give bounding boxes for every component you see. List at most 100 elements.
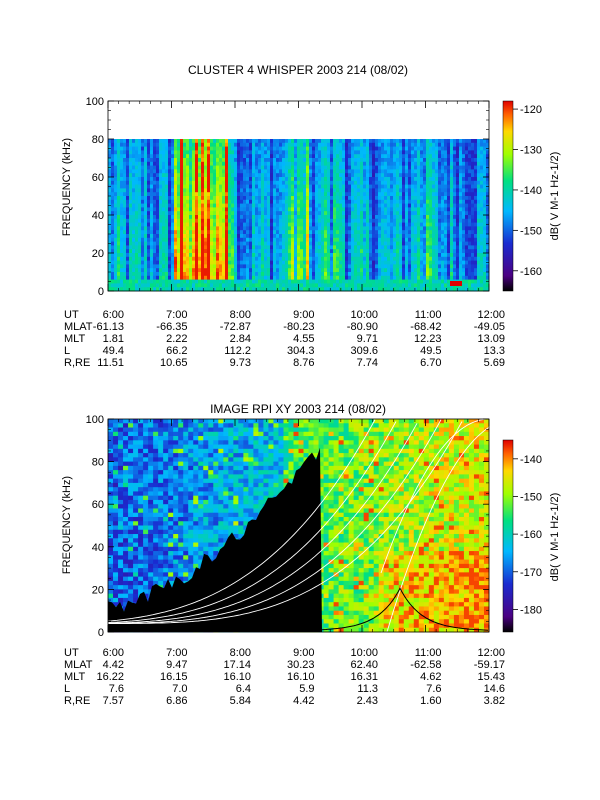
ephemeris-value: 16.31	[350, 671, 378, 683]
field-line-curve	[107, 419, 376, 622]
ephemeris-value: -68.42	[410, 321, 441, 333]
ephemeris-value: 3.82	[484, 695, 505, 707]
ephemeris-value: 8:00	[230, 309, 251, 321]
ephemeris-value: 6.4	[236, 683, 251, 695]
ephemeris-value: 49.4	[103, 345, 124, 357]
ephemeris-value: 7:00	[166, 309, 187, 321]
ephemeris-value: -66.35	[156, 321, 187, 333]
ephemeris-value: 2.84	[230, 333, 251, 345]
ephemeris-row-label: MLAT	[64, 321, 93, 333]
ephemeris-value: 6:00	[103, 647, 124, 659]
panel2-ephemeris: UT 6:00 7:00 8:00 9:00 10:00 11:00 12:00 MLAT 4.4…	[64, 647, 505, 707]
colorbar-tick-label: -120	[520, 104, 542, 116]
y-tick-label: 100	[86, 96, 104, 108]
y-tick-label: 60	[92, 499, 104, 511]
ephemeris-value: 309.6	[350, 345, 378, 357]
ephemeris-value: 112.2	[224, 345, 251, 357]
ephemeris-value: 16.22	[96, 671, 124, 683]
y-tick-label: 0	[98, 627, 104, 639]
panel2-title: IMAGE RPI XY 2003 214 (08/02)	[210, 402, 386, 416]
panel2-axes: 0 20 40 60 80 100	[86, 414, 490, 639]
panel1-ephemeris: UT 6:00 7:00 8:00 9:00 10:00 11:00 12:00 MLAT -61…	[64, 309, 505, 369]
ephemeris-value: 6:00	[103, 309, 124, 321]
field-line-curve	[107, 419, 442, 624]
y-tick-label: 80	[92, 134, 104, 146]
ephemeris-value: 17.14	[223, 659, 251, 671]
ephemeris-value: 11:00	[415, 309, 442, 321]
panel1-colorbar-ticks: -120 -130 -140 -150 -160	[513, 104, 542, 278]
ephemeris-value: 1.81	[103, 333, 124, 345]
y-tick-label: 80	[92, 457, 104, 469]
ephemeris-value: 12:00	[477, 309, 505, 321]
y-tick-label: 40	[92, 210, 104, 222]
ephemeris-value: 8:00	[230, 647, 251, 659]
ephemeris-row-label: R,RE	[64, 695, 90, 707]
ephemeris-row-label: MLT	[64, 333, 85, 345]
ephemeris-value: 5.9	[299, 683, 314, 695]
ephemeris-row-label: L	[64, 683, 70, 695]
ephemeris-value: 2.22	[166, 333, 187, 345]
panel1-title: CLUSTER 4 WHISPER 2003 214 (08/02)	[188, 63, 408, 77]
ephemeris-value: 1.60	[420, 695, 441, 707]
field-line-curve	[108, 421, 463, 624]
ephemeris-value: 7.0	[172, 683, 187, 695]
intense-spot	[450, 281, 462, 286]
ephemeris-value: 9.73	[230, 357, 251, 369]
ephemeris-value: -62.58	[410, 659, 441, 671]
ephemeris-value: 9:00	[293, 647, 314, 659]
y-tick-label: 40	[92, 542, 104, 554]
ephemeris-value: 11:00	[415, 647, 442, 659]
ephemeris-row-label: R,RE	[64, 357, 90, 369]
field-line-curve-right	[380, 418, 490, 574]
field-line-curve	[108, 423, 418, 624]
ephemeris-value: 7:00	[166, 647, 187, 659]
ephemeris-value: 7.6	[109, 683, 124, 695]
field-line-curve	[107, 421, 397, 623]
ephemeris-value: 10:00	[350, 647, 378, 659]
ephemeris-row-label: MLAT	[64, 659, 93, 671]
ephemeris-value: 12:00	[477, 647, 505, 659]
colorbar-tick-label: -130	[520, 145, 542, 157]
ephemeris-value: -59.17	[474, 659, 505, 671]
colorbar-tick-label: -180	[520, 604, 542, 616]
ephemeris-value: -72.87	[220, 321, 251, 333]
ephemeris-value: 4.42	[103, 659, 124, 671]
y-tick-label: 60	[92, 172, 104, 184]
ephemeris-value: -49.05	[474, 321, 505, 333]
field-line-curve-right	[381, 426, 490, 633]
ephemeris-value: 2.43	[357, 695, 378, 707]
colorbar-tick-label: -140	[520, 454, 542, 466]
panel2-colorbar	[502, 439, 514, 633]
ephemeris-value: 9:00	[293, 309, 314, 321]
ephemeris-value: 13.09	[477, 333, 505, 345]
ephemeris-value: 12.23	[414, 333, 442, 345]
ephemeris-value: 13.3	[484, 345, 505, 357]
panel-image: IMAGE RPI XY 2003 214 (08/02) 0 20 40 60 80 1…	[61, 402, 561, 707]
panel1-heatmap	[108, 101, 490, 292]
ephemeris-row-label: UT	[64, 647, 79, 659]
panel2-colorbar-label: dB( V M-1 Hz-1/2)	[549, 493, 561, 582]
ephemeris-row-label: L	[64, 345, 70, 357]
colorbar-tick-label: -160	[520, 529, 542, 541]
y-tick-label: 100	[86, 414, 104, 426]
y-tick-label: 20	[92, 248, 104, 260]
y-tick-label: 20	[92, 584, 104, 596]
ephemeris-value: 7.74	[357, 357, 378, 369]
colorbar-tick-label: -150	[520, 491, 542, 503]
ephemeris-value: 6.86	[166, 695, 187, 707]
ephemeris-value: 5.84	[230, 695, 251, 707]
ephemeris-value: 10:00	[350, 309, 378, 321]
y-tick-label: 0	[98, 286, 104, 298]
panel1-colorbar	[502, 100, 514, 292]
panel2-overlay-curves	[107, 418, 490, 633]
colorbar-tick-label: -150	[520, 225, 542, 237]
no-data-region	[108, 447, 322, 632]
ephemeris-value: 8.76	[293, 357, 314, 369]
ephemeris-value: 14.6	[484, 683, 505, 695]
ephemeris-value: 6.70	[420, 357, 441, 369]
ephemeris-value: -61.13	[93, 321, 124, 333]
ephemeris-value: 16.10	[223, 671, 251, 683]
ephemeris-value: 4.42	[293, 695, 314, 707]
ephemeris-value: -80.90	[347, 321, 378, 333]
